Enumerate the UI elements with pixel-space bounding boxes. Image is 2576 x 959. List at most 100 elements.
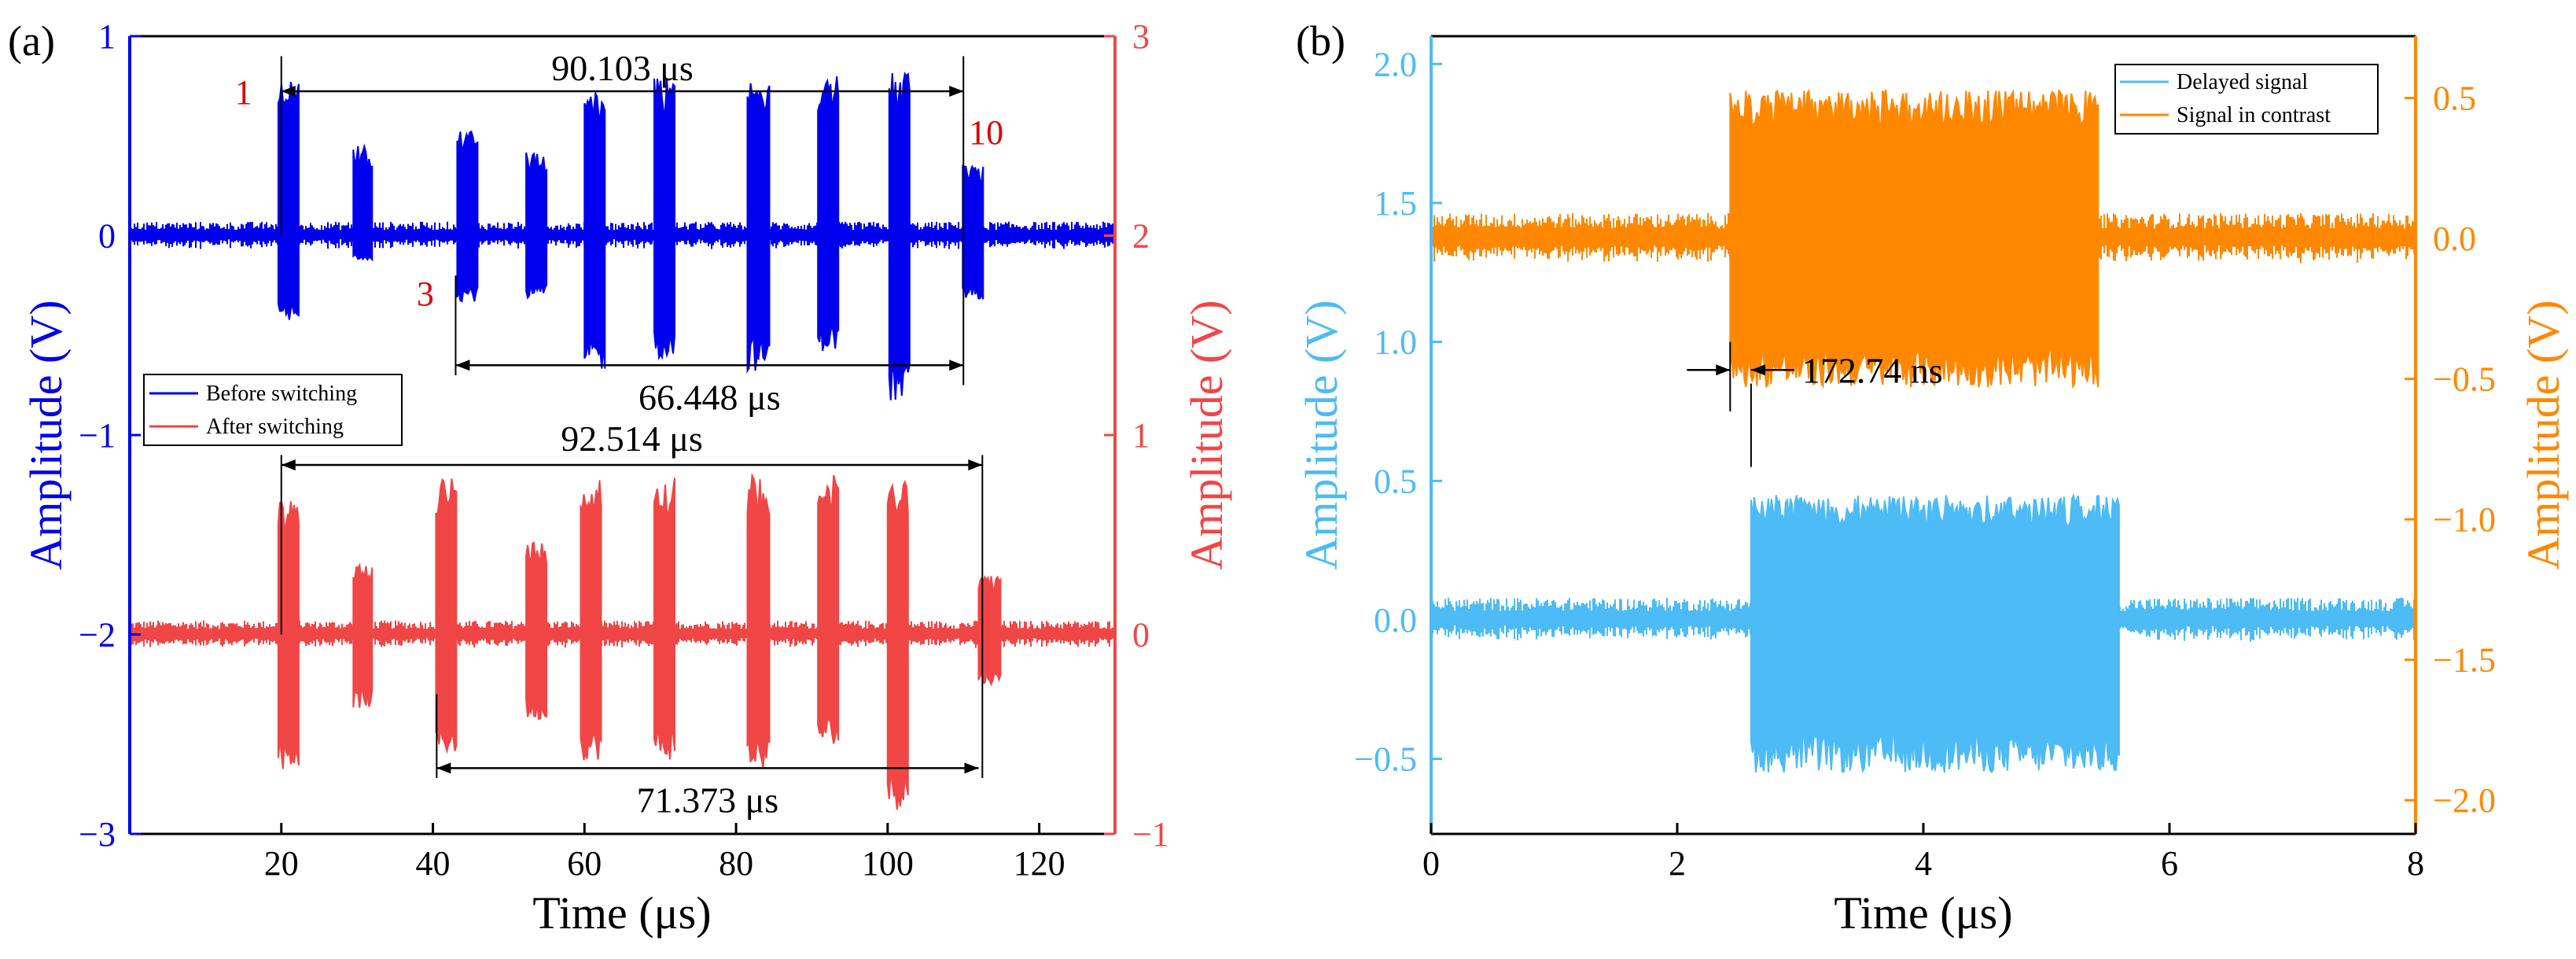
after-switching-pulse-4 xyxy=(525,541,548,721)
panel-b-x-tick-label-8: 8 xyxy=(2407,844,2424,883)
before-switching-pulse-1 xyxy=(277,81,300,320)
panel-b-legend: Delayed signal Signal in contrast xyxy=(2114,64,2379,135)
before-switching-pulse-3 xyxy=(456,130,479,303)
panel-b-annotations: 172.74 ns xyxy=(1687,341,1943,467)
legend-label-before-switching: Before switching xyxy=(206,382,357,406)
panel-a-left-y-tick-label: 0 xyxy=(98,217,116,256)
panel-b-left-y-tick-label: 0.5 xyxy=(1374,462,1417,500)
after-switching-pulse-6 xyxy=(653,478,675,760)
legend-label-delayed-signal: Delayed signal xyxy=(2177,70,2308,94)
delayed-signal-pulse-1 xyxy=(1750,492,2120,774)
before-switching-pulse-10 xyxy=(962,164,984,300)
panel-a-x-axis-label: Time (μs) xyxy=(532,887,711,939)
panel-a-x-tick-label-80: 80 xyxy=(719,844,753,883)
after-switching-pulse-9 xyxy=(886,479,909,810)
panel-b-right-y-tick-label: −1.5 xyxy=(2433,641,2496,680)
panel-a-left-y-tick-label: 1 xyxy=(98,17,116,56)
panel-a-left-y-tick-label: −2 xyxy=(79,616,116,655)
after-switching-trace xyxy=(129,472,1115,810)
before-switching-pulse-9 xyxy=(888,72,911,400)
after-switching-pulse-5 xyxy=(580,480,602,761)
after-switching-pulse-1 xyxy=(277,500,300,769)
after-switching-pulse-7 xyxy=(746,472,771,769)
panel-a-right-y-tick-label: 0 xyxy=(1132,616,1150,655)
panel-b-left-y-tick-label: 1.5 xyxy=(1374,184,1417,223)
delay-arrow-right-head xyxy=(1750,364,1765,376)
dim-66448us-arrow-left xyxy=(455,360,470,371)
delayed-signal-trace xyxy=(1430,492,2416,774)
dim-92514us-arrow-left xyxy=(281,459,296,471)
dim-92514us-label: 92.514 μs xyxy=(561,419,703,459)
pulse-number-label-10: 10 xyxy=(969,113,1003,152)
panel-b-x-tick-label-2: 2 xyxy=(1669,844,1686,883)
after-switching-pulse-8 xyxy=(817,474,840,744)
panel-b-x-tick-label-0: 0 xyxy=(1422,844,1440,883)
panel-b-right-y-axis-label: Amplitude (V) xyxy=(2518,300,2569,570)
panel-a-left-y-tick-label: −1 xyxy=(79,416,116,455)
panel-b-label: (b) xyxy=(1296,17,1345,65)
panel-b-right-y-tick-label: −0.5 xyxy=(2433,360,2496,399)
panel-b-x-tick-label-6: 6 xyxy=(2161,844,2178,883)
panel-a-left-y-tick-label: −3 xyxy=(79,815,116,854)
panel-a-x-tick-label-40: 40 xyxy=(416,844,451,883)
panel-b-right-y-tick-label: −2.0 xyxy=(2433,781,2496,820)
panel-b-left-y-tick-label: −0.5 xyxy=(1354,740,1417,779)
panel-a-right-y-tick-label: 2 xyxy=(1132,217,1150,256)
delay-arrow-left-head xyxy=(1716,364,1731,376)
panel-a-right-y-tick-label: 3 xyxy=(1132,17,1150,56)
dim-66448us-label: 66.448 μs xyxy=(638,377,781,417)
pulse-number-label-1: 1 xyxy=(235,73,252,112)
panel-b-left-y-axis-label: Amplitude (V) xyxy=(1296,300,1347,570)
panel-a-legend-box xyxy=(143,374,403,446)
dim-66448us-arrow-right xyxy=(949,360,964,371)
after-switching-pulse-3 xyxy=(435,478,458,754)
delay-label-17274ns: 172.74 ns xyxy=(1802,350,1943,390)
panel-b-left-y-tick-label: 1.0 xyxy=(1374,323,1417,362)
panel-b-right-y-tick-label: 0.0 xyxy=(2433,219,2476,258)
before-switching-pulse-8 xyxy=(817,76,840,352)
panel-b-legend-box xyxy=(2114,64,2379,135)
dim-90103us-arrow-right xyxy=(949,86,964,98)
dim-71373us-arrow-right xyxy=(964,762,979,774)
panel-a-x-tick-label-60: 60 xyxy=(567,844,602,883)
after-switching-pulse-10 xyxy=(977,574,1002,687)
dim-90103us-arrow-left xyxy=(281,86,296,98)
panel-b-left-y-tick-label: 0.0 xyxy=(1374,601,1417,640)
legend-label-after-switching: After switching xyxy=(206,415,344,439)
panel-b-x-ticks: 0 2 4 6 8 xyxy=(1422,823,2424,883)
panel-a-left-y-axis-label: Amplitude (V) xyxy=(20,300,72,570)
panel-b-x-axis-label: Time (μs) xyxy=(1834,887,2012,939)
panel-b-right-y-tick-label: −1.0 xyxy=(2433,500,2496,539)
dim-71373us-arrow-left xyxy=(436,762,451,774)
panel-a-x-tick-label-100: 100 xyxy=(862,844,914,883)
panel-a-right-y-axis-label: Amplitude (V) xyxy=(1181,300,1232,570)
panel-a-legend: Before switching After switching xyxy=(143,374,403,446)
pulse-number-label-3: 3 xyxy=(417,275,434,313)
signal-in-contrast-pulse-1 xyxy=(1729,88,2099,389)
panel-a-label: (a) xyxy=(8,17,55,65)
panel-a-right-y-tick-label: 1 xyxy=(1132,416,1150,455)
panel-b-left-y-tick-label: 2.0 xyxy=(1374,45,1417,83)
after-switching-pulse-2 xyxy=(352,562,374,708)
before-switching-pulse-2 xyxy=(352,143,374,262)
panel-a-right-y-ticks: 3 2 1 0 −1 xyxy=(1104,17,1169,854)
legend-label-signal-in-contrast: Signal in contrast xyxy=(2177,103,2331,127)
dim-92514us-arrow-right xyxy=(968,459,983,471)
signal-in-contrast-trace xyxy=(1430,88,2416,389)
panel-b-right-y-ticks: 0.5 0.0 −0.5 −1.0 −1.5 −2.0 xyxy=(2405,79,2496,820)
before-switching-pulse-7 xyxy=(746,83,771,374)
panel-b-right-y-tick-label: 0.5 xyxy=(2433,79,2476,118)
panel-b-x-tick-label-4: 4 xyxy=(1915,844,1932,883)
panel-a-x-ticks: 20 40 60 80 100 120 xyxy=(264,823,1065,883)
panel-a-left-y-ticks: 1 0 −1 −2 −3 xyxy=(79,17,141,854)
dim-90103us-label: 90.103 μs xyxy=(551,48,694,88)
dim-71373us-label: 71.373 μs xyxy=(637,780,779,820)
before-switching-pulse-5 xyxy=(583,90,606,369)
panel-a-x-tick-label-20: 20 xyxy=(264,844,299,883)
before-switching-trace xyxy=(129,72,1115,400)
panel-a-right-y-tick-label: −1 xyxy=(1132,815,1169,854)
before-switching-pulse-4 xyxy=(525,152,548,300)
